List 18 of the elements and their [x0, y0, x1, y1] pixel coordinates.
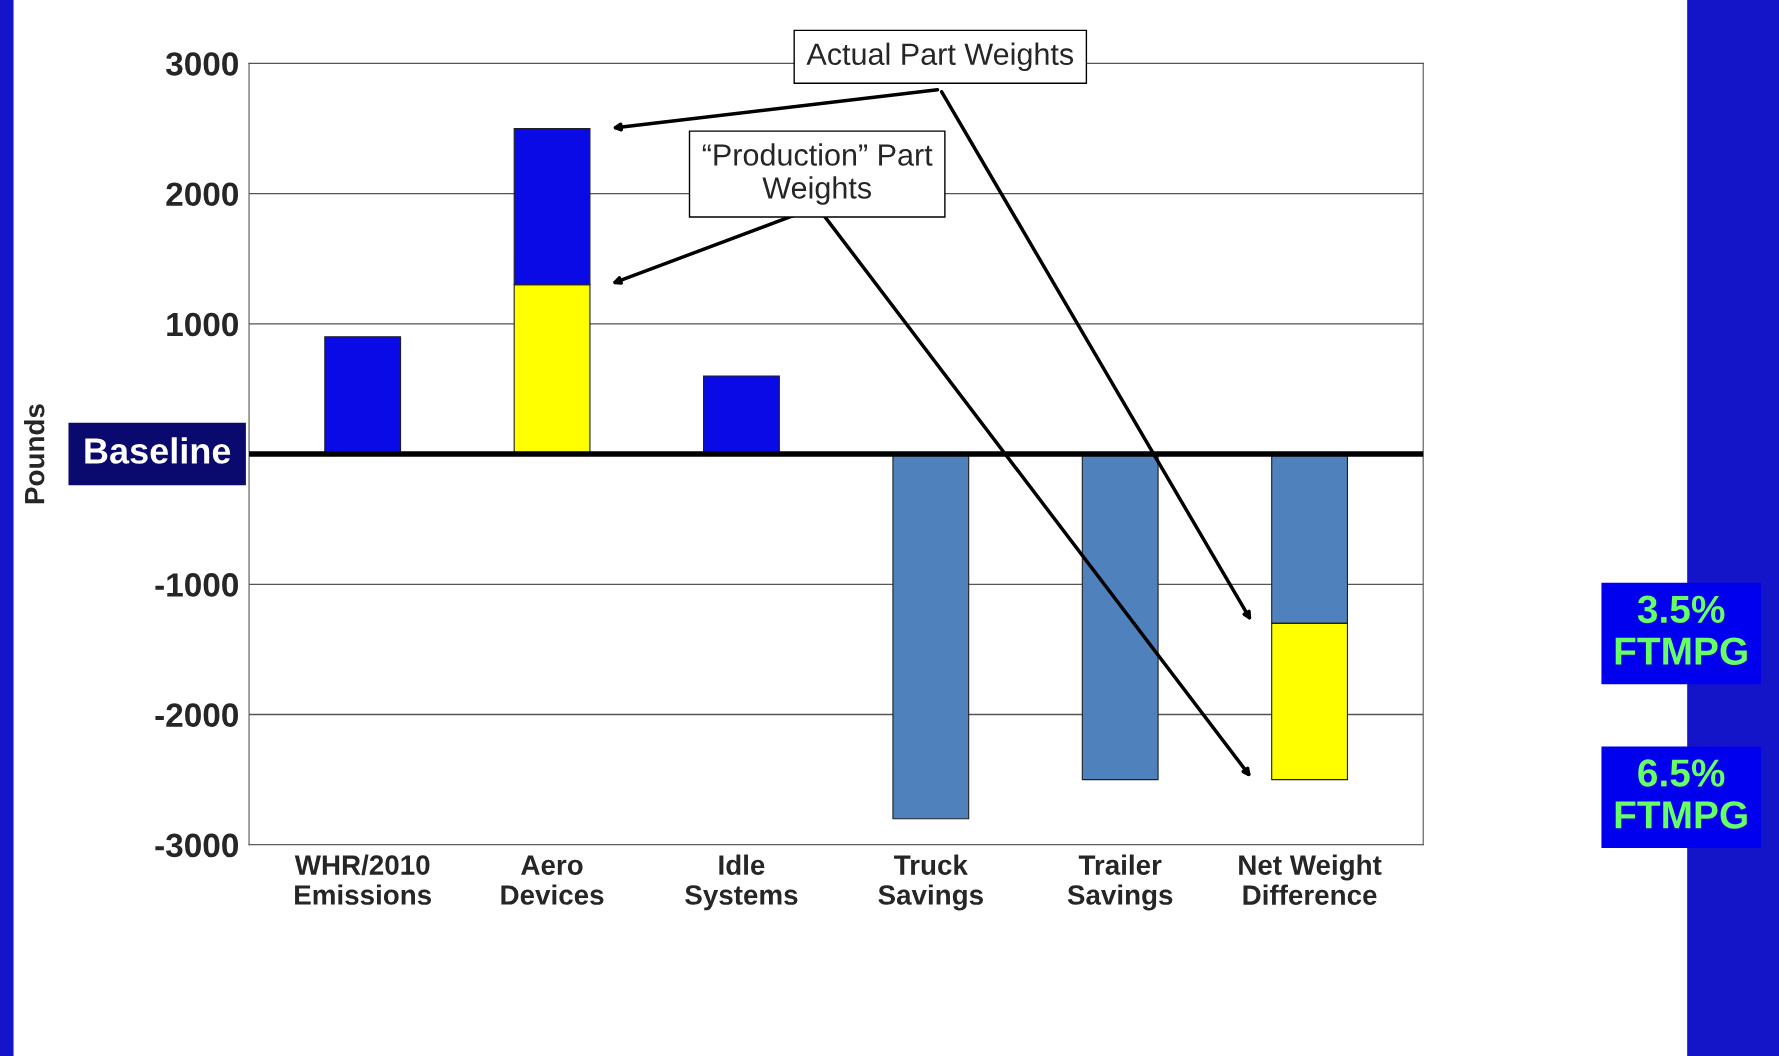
y-tick-label: -1000: [155, 573, 238, 597]
x-tick-label: Net Weight Difference: [1239, 854, 1382, 905]
y-tick-label: 3000: [165, 52, 238, 76]
x-tick-label: WHR/2010 Emissions: [294, 854, 432, 905]
y-axis-title: Pounds: [24, 404, 45, 504]
text: 3.5% FTMPG: [1615, 595, 1747, 665]
x-tick-label: Idle Systems: [685, 854, 798, 911]
x-tick-label: Truck Savings: [878, 854, 983, 911]
text: 6.5% FTMPG: [1615, 759, 1747, 829]
ref-line-label: Baseline: [85, 437, 231, 464]
x-tick-label: Aero Devices: [501, 855, 604, 905]
y-tick-label: -3000: [155, 833, 238, 858]
x-tick-label: Trailer Savings: [1067, 854, 1173, 911]
annotation: “Production” Part Weights: [702, 143, 933, 205]
y-tick-label: 2000: [166, 182, 238, 207]
y-tick-label: 1000: [167, 312, 238, 337]
annotation: Actual Part Weights: [806, 42, 1074, 72]
y-tick-label: -2000: [155, 703, 238, 727]
